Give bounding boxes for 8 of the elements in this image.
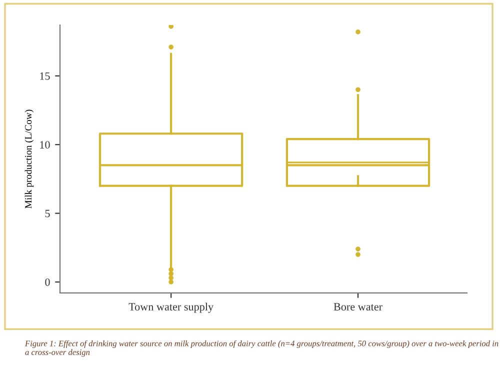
caption: Figure 1: Effect of drinking water source on milk production of dairy cattle (n=4 groups/treatment, 50 cows/group) over a two-week period in a cross-over design <box>24 340 498 357</box>
y-axis-title: Milk production (L/Cow) <box>24 110 34 208</box>
y-tick-label: 5 <box>45 210 50 218</box>
y-tick-label: 15 <box>40 72 50 80</box>
x-tick-label: Bore water <box>334 303 382 311</box>
x-tick-label: Town water supply <box>128 302 214 313</box>
y-tick-label: 0 <box>45 278 50 286</box>
y-tick-label: 10 <box>40 141 50 149</box>
